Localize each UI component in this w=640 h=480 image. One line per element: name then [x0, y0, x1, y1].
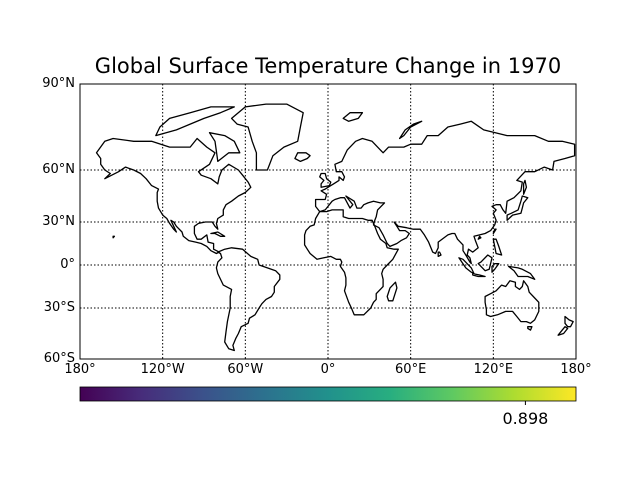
coastline-cuba	[210, 231, 226, 237]
coastline-greenland	[230, 103, 304, 171]
coastline-australia	[484, 280, 540, 324]
coastline-borneo	[477, 254, 493, 272]
coastline-new-zealand-south	[557, 326, 569, 336]
lat-tick-label: 30°S	[43, 300, 75, 315]
lat-tick-label: 60°S	[43, 351, 75, 366]
coastline-java	[472, 272, 486, 278]
map-frame	[79, 83, 577, 360]
map-title: Global Surface Temperature Change in 197…	[94, 54, 562, 78]
lon-tick-label: 180°	[560, 362, 592, 377]
coastline-baffin	[208, 132, 241, 163]
lat-tick-label: 90°N	[42, 76, 75, 91]
coastline-novaya-zemlya	[398, 120, 423, 140]
coastline-new-guinea	[507, 265, 536, 280]
lon-tick-label: 120°W	[140, 362, 185, 377]
coastline-eurasia	[314, 120, 576, 265]
lat-tick-label: 0°	[60, 257, 75, 272]
coastline-hainan	[477, 235, 482, 240]
lat-tick-label: 60°N	[42, 162, 75, 177]
colorbar	[79, 386, 577, 402]
coastline-taiwan	[492, 228, 497, 235]
lon-tick-label: 180°	[64, 362, 96, 377]
coastline-hawaii	[112, 235, 116, 239]
coastline-sakhalin	[522, 179, 528, 195]
coastline-arctic-islands	[155, 106, 235, 137]
coastline-sumatra	[458, 257, 475, 275]
coastline-philippines	[492, 238, 503, 256]
colorbar-tick-label: 0.898	[502, 409, 549, 428]
coastline-madagascar	[386, 281, 398, 302]
coastlines	[95, 103, 576, 352]
coastline-iceland	[294, 152, 311, 163]
coastline-south-america	[215, 247, 281, 352]
coastline-svalbard	[342, 112, 364, 122]
coastline-japan	[506, 195, 529, 221]
lon-tick-label: 120°E	[473, 362, 514, 377]
lat-tick-label: 30°N	[42, 214, 75, 229]
coastline-tasmania	[527, 326, 533, 331]
coastline-africa	[303, 209, 399, 316]
graticule	[80, 84, 576, 359]
lon-tick-label: 60°E	[395, 362, 427, 377]
coastline-new-zealand	[564, 315, 574, 328]
coastline-sulawesi	[491, 262, 500, 273]
coastline-great-britain	[319, 172, 332, 188]
coastline-north-america	[95, 137, 252, 255]
lon-tick-label: 0°	[320, 362, 336, 377]
lon-tick-label: 60°W	[227, 362, 264, 377]
coastline-sri-lanka	[437, 251, 442, 258]
